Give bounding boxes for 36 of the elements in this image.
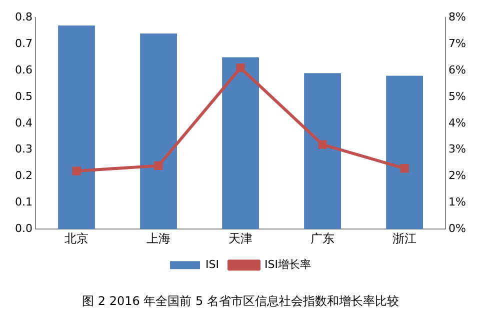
x-tick-label: 广东 [310,232,335,246]
y-tick-label: 0.4 [14,116,32,130]
y2-tick-label: 5% [448,90,466,103]
point [400,164,409,173]
y-tick-label: 0.5 [14,90,32,103]
y2-tick-label: 0% [448,222,466,236]
point [72,166,81,176]
y-tick-label: 0.7 [14,36,32,50]
bar [304,73,341,230]
x-tick-label: 天津 [228,232,253,246]
legend-label: ISI [206,258,220,271]
point [318,140,327,149]
y2-tick-label: 2% [448,169,466,182]
y-tick-label: 0.2 [14,169,32,182]
text: 图 2 2016 年全国前 5 名省市区信息社会指数和增长率比较 [82,294,399,308]
point [154,161,163,170]
x-tick-label: 浙江 [392,232,417,246]
y2-tick-label: 4% [448,116,466,130]
y-tick-label: 0.6 [14,63,32,76]
y2-tick-label: 3% [448,142,466,156]
x-tick-label: 上海 [146,232,171,246]
x-tick-label: 北京 [64,232,88,246]
bar [386,76,423,230]
y-tick-label: 0.8 [14,10,32,24]
legend-label: ISI增长率 [264,258,311,271]
y-tick-label: 0.3 [14,142,32,156]
bar [222,57,259,230]
bar [140,33,177,230]
bar [58,26,95,230]
y-tick-label: 0.1 [14,196,32,209]
point [236,64,245,72]
y2-tick-label: 6% [448,63,466,76]
y-tick-label: 0.0 [14,222,32,236]
y2-tick-label: 7% [448,36,466,50]
y2-tick-label: 8% [448,10,466,24]
y2-tick-label: 1% [448,196,466,209]
